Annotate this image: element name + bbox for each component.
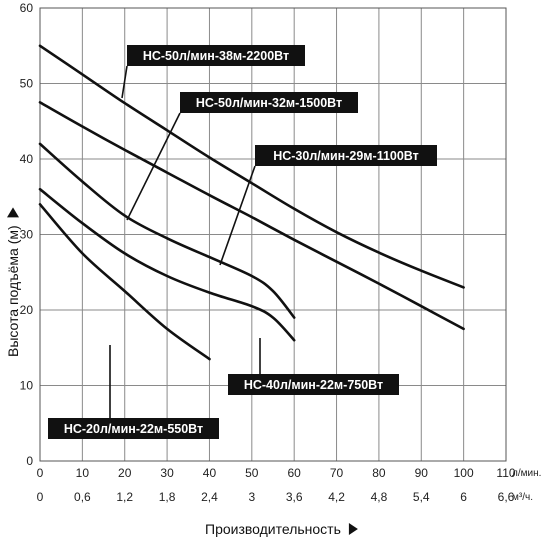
series-label-text: HC-20л/мин-22м-550Вт xyxy=(64,422,203,436)
y-tick-label: 50 xyxy=(20,77,34,91)
x-tick-label: 30 xyxy=(160,466,174,480)
series-curve xyxy=(38,101,465,331)
x-tick-label-secondary: 1,8 xyxy=(159,490,176,504)
series-curve xyxy=(38,142,296,319)
series-label: HC-20л/мин-22м-550Вт xyxy=(48,345,219,439)
curves xyxy=(38,44,465,361)
x-tick-label-secondary: 3 xyxy=(248,490,255,504)
series-label-leader xyxy=(126,112,181,221)
series-label-text: HC-50л/мин-32м-1500Вт xyxy=(196,96,342,110)
series-curve xyxy=(38,44,465,289)
series-label-box xyxy=(255,145,437,166)
x-tick-label: 100 xyxy=(454,466,474,480)
series-label-text: HC-30л/мин-29м-1100Вт xyxy=(273,149,419,163)
series-curve xyxy=(38,203,211,361)
y-axis-arrow-icon xyxy=(7,207,19,218)
x-tick-label: 110 xyxy=(496,466,515,480)
series-label-leader xyxy=(219,165,256,266)
x-unit-top-label: л/мин. xyxy=(512,468,541,479)
x-tick-label: 80 xyxy=(372,466,386,480)
series-label: HC-50л/мин-38м-2200Вт xyxy=(121,45,305,99)
tick-labels: 0 10 20 30 40 50 60 70 80 90 100 1100 0,6 1,2 1,8 2,4 3 3… xyxy=(20,1,516,504)
series-labels: HC-50л/мин-38м-2200Вт HC-50л/мин-32м-1500… xyxy=(48,45,437,439)
series-label: HC-50л/мин-32м-1500Вт xyxy=(126,92,358,221)
x-tick-label-secondary: 1,2 xyxy=(116,490,133,504)
series-label-box xyxy=(127,45,305,66)
plot-frame xyxy=(39,7,507,462)
series-label-text: HC-50л/мин-38м-2200Вт xyxy=(143,49,289,63)
y-tick-label: 0 xyxy=(26,454,33,468)
series-label-box xyxy=(180,92,358,113)
x-tick-label-secondary: 3,6 xyxy=(286,490,303,504)
x-unit-bottom-label: м³/ч. xyxy=(512,492,533,503)
x-tick-label: 40 xyxy=(203,466,217,480)
x-tick-label-secondary: 4,8 xyxy=(371,490,388,504)
x-tick-label-secondary: 5,4 xyxy=(413,490,430,504)
x-axis-label: Производительность xyxy=(205,521,341,537)
series-curve xyxy=(38,187,296,342)
series-label: HC-30л/мин-29м-1100Вт xyxy=(219,145,437,266)
x-tick-label: 60 xyxy=(288,466,302,480)
x-tick-label-secondary: 0 xyxy=(37,490,44,504)
x-tick-label: 50 xyxy=(245,466,259,480)
y-tick-label: 10 xyxy=(20,379,34,393)
x-tick-label-secondary: 6 xyxy=(460,490,467,504)
y-axis-title: Высота подъёма (м) xyxy=(5,207,21,357)
x-tick-label-secondary: 4,2 xyxy=(328,490,345,504)
series-label-leader xyxy=(121,65,128,99)
y-axis-label: Высота подъёма (м) xyxy=(5,225,21,357)
series-label: HC-40л/мин-22м-750Вт xyxy=(228,338,399,395)
series-label-box xyxy=(48,418,219,439)
x-tick-label-secondary: 6,6 xyxy=(498,490,515,504)
y-tick-label: 40 xyxy=(20,152,34,166)
x-tick-label: 70 xyxy=(330,466,344,480)
x-tick-label: 90 xyxy=(415,466,429,480)
y-tick-label: 60 xyxy=(20,1,34,15)
x-tick-label: 20 xyxy=(118,466,132,480)
series-label-box xyxy=(228,374,399,395)
y-tick-label: 20 xyxy=(20,303,34,317)
x-tick-label-secondary: 0,6 xyxy=(74,490,91,504)
x-axis-title: Производительность xyxy=(205,521,358,537)
x-tick-label-secondary: 2,4 xyxy=(201,490,218,504)
y-tick-label: 30 xyxy=(20,228,34,242)
x-axis-arrow-icon xyxy=(348,523,358,535)
series-label-text: HC-40л/мин-22м-750Вт xyxy=(244,378,383,392)
x-tick-label: 10 xyxy=(76,466,90,480)
x-tick-label: 0 xyxy=(37,466,44,480)
